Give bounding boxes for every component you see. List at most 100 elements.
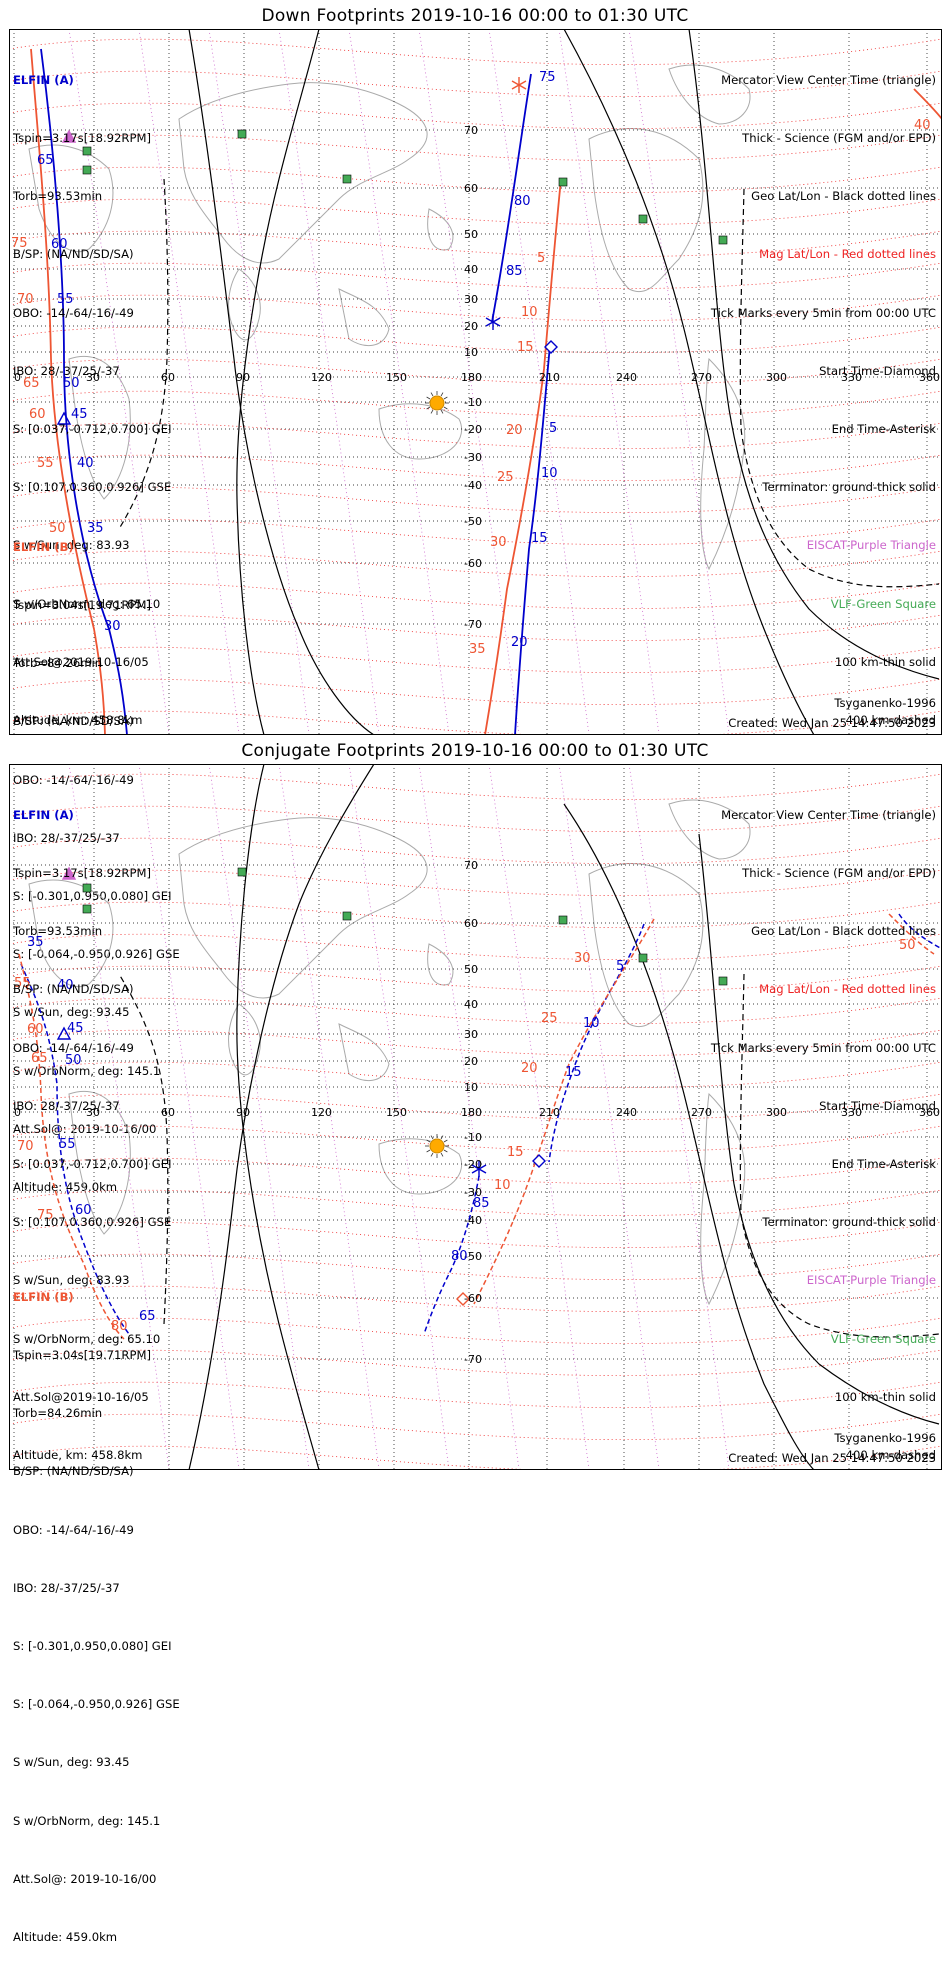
info-line: Att.Sol@2019-10-16/05	[13, 654, 149, 669]
lat-tick-label: -40	[464, 479, 482, 492]
mag-parallel	[9, 1349, 942, 1377]
legend-item: Start Time-Diamond	[819, 1098, 936, 1113]
mag-parallel	[9, 1029, 942, 1057]
satellite-tracks	[30, 48, 942, 735]
lat-tick-label: -20	[464, 423, 482, 436]
bottom-model-label: Tsyganenko-1996	[834, 1431, 936, 1445]
info-line: OBO: -14/-64/-16/-49	[13, 1040, 134, 1055]
legend-item: Geo Lat/Lon - Black dotted lines	[751, 924, 936, 939]
lon-tick-label: 0	[14, 1106, 21, 1119]
start-time-diamond-icon	[456, 1292, 470, 1306]
track-time-label: 35	[469, 642, 486, 657]
lat-tick-label: 20	[464, 320, 478, 333]
track-time-label: 20	[511, 635, 528, 650]
legend-item: Tick Marks every 5min from 00:00 UTC	[710, 305, 936, 320]
info-line: IBO: 28/-37/25/-37	[13, 1098, 120, 1113]
mag-meridian	[278, 764, 380, 1470]
lon-tick-label: 330	[841, 371, 862, 384]
lon-tick-label: 30	[86, 1106, 100, 1119]
legend-item: Thick - Science (FGM and/or EPD)	[742, 131, 936, 146]
info-line: S: [0.107,0.360,0.926] GSE	[13, 1215, 172, 1230]
track-time-label: 35	[27, 935, 44, 950]
mag-meridian	[208, 29, 310, 735]
info-line: B/SP: (NA/ND/SD/SA)	[13, 714, 134, 729]
mag-parallel	[9, 1061, 942, 1089]
track-time-label: 65	[31, 1051, 48, 1066]
mag-parallel	[9, 358, 942, 386]
lon-tick-label: 210	[539, 371, 560, 384]
mag-meridian	[348, 764, 450, 1470]
mag-meridian	[488, 764, 590, 1470]
info-line: Tspin=3.04s[19.71RPM]	[13, 1348, 151, 1363]
track-time-label: 60	[27, 1022, 44, 1037]
info-line: Att.Sol@: 2019-10-16/00	[13, 1871, 157, 1886]
vlf-station-icon	[237, 129, 247, 139]
coastline-layer	[28, 799, 751, 1306]
mag-meridian	[488, 29, 590, 735]
top-created-label: Created: Wed Jan 25 14:47:50 2023	[728, 716, 936, 730]
lat-tick-label: -60	[464, 557, 482, 570]
info-line: S w/Sun, deg: 93.45	[13, 1755, 130, 1770]
legend-item: End Time-Asterisk	[831, 422, 936, 437]
lon-tick-label: 60	[161, 371, 175, 384]
legend-item: Mercator View Center Time (triangle)	[721, 807, 936, 822]
mag-meridian	[418, 764, 520, 1470]
info-line: S: [0.037,-0.712,0.700] GEI	[13, 422, 172, 437]
lat-tick-label: 50	[464, 963, 478, 976]
mag-parallel	[9, 198, 942, 226]
lon-tick-label: 150	[386, 1106, 407, 1119]
track-time-label: 80	[111, 1319, 128, 1334]
track-time-label: 15	[517, 340, 534, 355]
lat-tick-label: -10	[464, 396, 482, 409]
mag-parallel	[9, 1413, 942, 1441]
lat-tick-label: 60	[464, 182, 478, 195]
lat-tick-label: -70	[464, 618, 482, 631]
mag-meridian	[558, 764, 660, 1470]
mag-parallel	[9, 518, 942, 546]
info-line: S: [-0.064,-0.950,0.926] GSE	[13, 1697, 180, 1712]
elfin-b-label: ELFIN (B)	[13, 1289, 74, 1304]
legend-item: Start Time-Diamond	[819, 363, 936, 378]
track-time-label: 40	[914, 118, 931, 133]
track-time-label: 10	[494, 1178, 511, 1193]
legend-item: 400 km-dashed	[845, 1448, 936, 1463]
track-time-label: 50	[49, 521, 66, 536]
mag-parallel	[9, 773, 942, 801]
info-line: Altitude, km: 458.8km	[13, 1448, 143, 1463]
track-time-label: 70	[17, 1139, 34, 1154]
markers-layer	[56, 77, 728, 425]
vlf-station-icon	[82, 883, 92, 893]
lat-tick-label: 10	[464, 1081, 478, 1094]
mag-parallel	[9, 1285, 942, 1313]
track-time-label: 5	[549, 421, 557, 436]
info-line: OBO: -14/-64/-16/-49	[13, 305, 134, 320]
top-elfin-b-info: ELFIN (B) Tspin=3.04s[19.71RPM] Torb=84.…	[13, 499, 180, 1217]
terminator-lines	[118, 29, 940, 735]
mag-parallel	[9, 1157, 942, 1185]
lon-tick-label: 240	[616, 371, 637, 384]
mag-parallel	[9, 614, 942, 642]
vlf-station-icon	[718, 976, 728, 986]
mag-parallel	[9, 805, 942, 833]
lon-tick-label: 120	[311, 371, 332, 384]
track-time-label: 30	[490, 535, 507, 550]
track-time-label: 60	[51, 237, 68, 252]
mag-parallel	[9, 1317, 942, 1345]
lat-tick-label: 70	[464, 124, 478, 137]
track-time-label: 10	[521, 305, 538, 320]
track-time-label: 75	[11, 236, 28, 251]
mag-parallel	[9, 837, 942, 865]
mag-parallel	[9, 965, 942, 993]
mag-parallel	[9, 710, 942, 735]
legend-item: Tick Marks every 5min from 00:00 UTC	[710, 1040, 936, 1055]
track-time-label: 20	[521, 1061, 538, 1076]
mag-parallel	[9, 38, 942, 66]
track-time-labels: 5 10 15 85 80 30 25 20 15 10 35 40 45 50 55 60 65 55 60 65 7…	[14, 935, 916, 1334]
start-time-diamond-icon	[544, 340, 558, 354]
legend-item: Terminator: ground-thick solid	[762, 1215, 936, 1230]
elfin-a-label: ELFIN (A)	[13, 807, 74, 822]
legend-item: 100 km-thin solid	[834, 1389, 936, 1404]
track-time-label: 10	[583, 1016, 600, 1031]
lat-tick-label: -10	[464, 1131, 482, 1144]
lat-tick-label: 40	[464, 998, 478, 1011]
